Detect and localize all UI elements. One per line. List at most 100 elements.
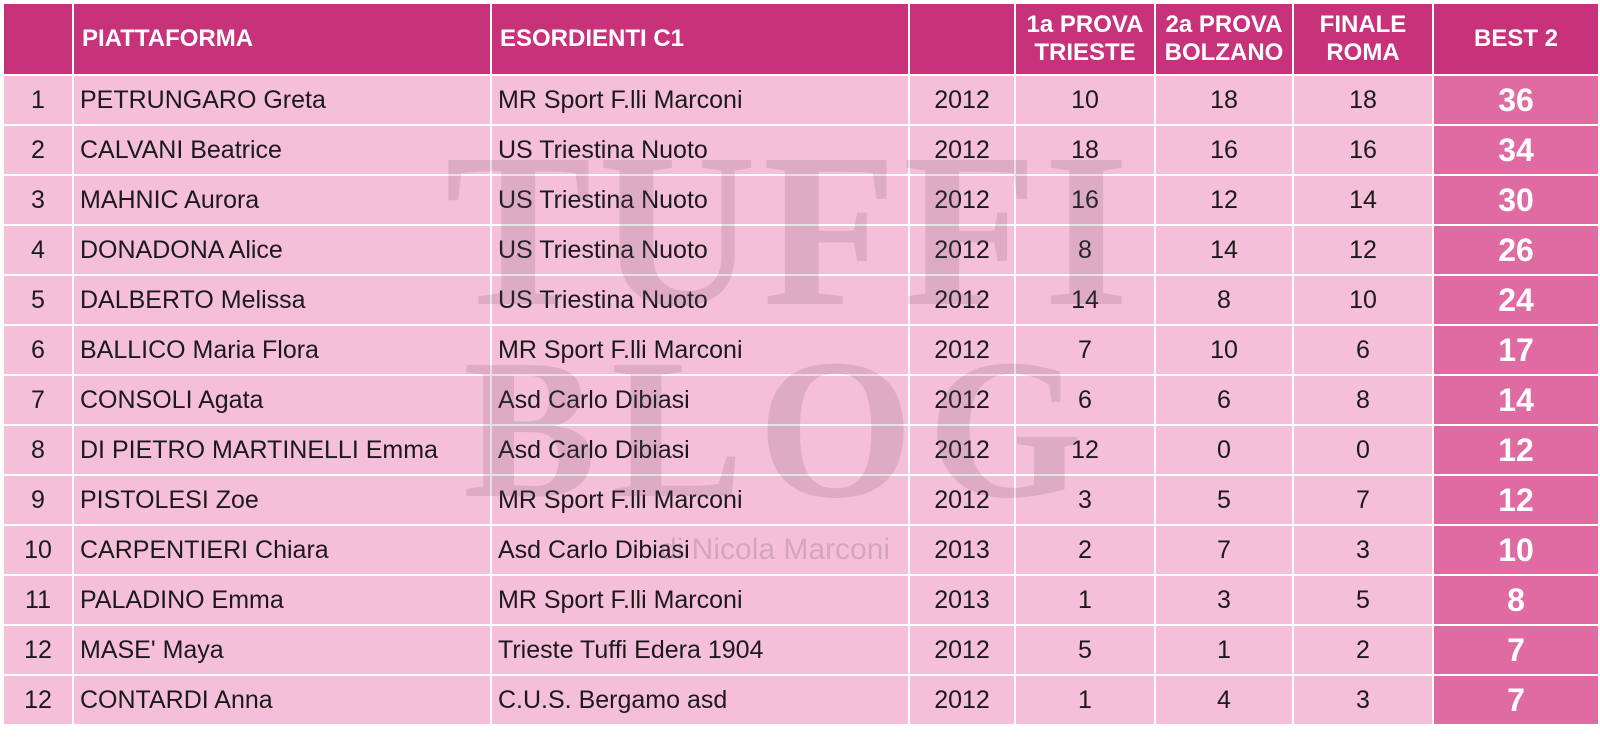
- cell-club: Asd Carlo Dibiasi: [490, 524, 910, 576]
- table-row: 6 BALLICO Maria Flora MR Sport F.lli Marco…: [2, 324, 1600, 376]
- header-best: BEST 2: [1432, 2, 1600, 76]
- cell-name: CARPENTIERI Chiara: [72, 524, 492, 576]
- header-prova1-line1: 1a PROVA: [1026, 11, 1144, 38]
- cell-prova1: 18: [1014, 124, 1156, 176]
- cell-club: US Triestina Nuoto: [490, 274, 910, 326]
- cell-name: CONTARDI Anna: [72, 674, 492, 726]
- header-club: ESORDIENTI C1: [490, 2, 910, 76]
- cell-finale: 10: [1292, 274, 1434, 326]
- cell-prova2: 8: [1154, 274, 1294, 326]
- cell-rank: 12: [2, 674, 74, 726]
- cell-finale: 14: [1292, 174, 1434, 226]
- table-row: 3 MAHNIC Aurora US Triestina Nuoto 2012 16 12…: [2, 174, 1600, 226]
- cell-name: DALBERTO Melissa: [72, 274, 492, 326]
- cell-best: 30: [1432, 174, 1600, 226]
- cell-year: 2012: [908, 174, 1016, 226]
- cell-prova1: 6: [1014, 374, 1156, 426]
- table-row: 12 MASE' Maya Trieste Tuffi Edera 1904 2012…: [2, 624, 1600, 676]
- cell-rank: 2: [2, 124, 74, 176]
- cell-rank: 6: [2, 324, 74, 376]
- header-prova1: 1a PROVA TRIESTE: [1014, 2, 1156, 76]
- cell-best: 36: [1432, 74, 1600, 126]
- cell-prova1: 12: [1014, 424, 1156, 476]
- cell-club: US Triestina Nuoto: [490, 124, 910, 176]
- header-rank: [2, 2, 74, 76]
- ranking-table: PIATTAFORMA ESORDIENTI C1 1a PROVA TRIES…: [2, 2, 1600, 726]
- cell-prova1: 16: [1014, 174, 1156, 226]
- cell-rank: 9: [2, 474, 74, 526]
- cell-finale: 3: [1292, 524, 1434, 576]
- cell-year: 2012: [908, 424, 1016, 476]
- header-finale-line1: FINALE: [1319, 11, 1407, 38]
- cell-best: 24: [1432, 274, 1600, 326]
- table-row: 9 PISTOLESI Zoe MR Sport F.lli Marconi 2012…: [2, 474, 1600, 526]
- cell-prova2: 3: [1154, 574, 1294, 626]
- cell-prova2: 4: [1154, 674, 1294, 726]
- cell-name: CALVANI Beatrice: [72, 124, 492, 176]
- cell-prova2: 6: [1154, 374, 1294, 426]
- cell-best: 10: [1432, 524, 1600, 576]
- cell-best: 26: [1432, 224, 1600, 276]
- cell-prova1: 1: [1014, 574, 1156, 626]
- cell-prova2: 5: [1154, 474, 1294, 526]
- cell-club: C.U.S. Bergamo asd: [490, 674, 910, 726]
- cell-club: Trieste Tuffi Edera 1904: [490, 624, 910, 676]
- ranking-body: 1 PETRUNGARO Greta MR Sport F.lli Marconi 2…: [2, 74, 1600, 726]
- cell-club: MR Sport F.lli Marconi: [490, 324, 910, 376]
- cell-finale: 3: [1292, 674, 1434, 726]
- cell-year: 2013: [908, 574, 1016, 626]
- table-row: 11 PALADINO Emma MR Sport F.lli Marconi 201…: [2, 574, 1600, 626]
- cell-prova1: 3: [1014, 474, 1156, 526]
- table-row: 1 PETRUNGARO Greta MR Sport F.lli Marconi 2…: [2, 74, 1600, 126]
- cell-rank: 3: [2, 174, 74, 226]
- cell-prova1: 7: [1014, 324, 1156, 376]
- cell-best: 8: [1432, 574, 1600, 626]
- cell-name: DI PIETRO MARTINELLI Emma: [72, 424, 492, 476]
- header-prova2: 2a PROVA BOLZANO: [1154, 2, 1294, 76]
- cell-prova1: 2: [1014, 524, 1156, 576]
- cell-club: US Triestina Nuoto: [490, 224, 910, 276]
- cell-finale: 12: [1292, 224, 1434, 276]
- cell-club: Asd Carlo Dibiasi: [490, 424, 910, 476]
- cell-prova2: 12: [1154, 174, 1294, 226]
- cell-prova1: 10: [1014, 74, 1156, 126]
- header-finale-line2: ROMA: [1326, 39, 1400, 66]
- cell-year: 2012: [908, 474, 1016, 526]
- cell-club: MR Sport F.lli Marconi: [490, 574, 910, 626]
- cell-best: 14: [1432, 374, 1600, 426]
- table-row: 2 CALVANI Beatrice US Triestina Nuoto 2012 1…: [2, 124, 1600, 176]
- cell-finale: 0: [1292, 424, 1434, 476]
- cell-club: US Triestina Nuoto: [490, 174, 910, 226]
- header-prova2-line2: BOLZANO: [1164, 39, 1284, 66]
- cell-year: 2012: [908, 324, 1016, 376]
- cell-rank: 8: [2, 424, 74, 476]
- cell-name: PALADINO Emma: [72, 574, 492, 626]
- cell-club: Asd Carlo Dibiasi: [490, 374, 910, 426]
- cell-year: 2012: [908, 74, 1016, 126]
- cell-year: 2013: [908, 524, 1016, 576]
- cell-year: 2012: [908, 624, 1016, 676]
- cell-finale: 5: [1292, 574, 1434, 626]
- header-prova1-line2: TRIESTE: [1034, 39, 1136, 66]
- cell-year: 2012: [908, 224, 1016, 276]
- table-row: 12 CONTARDI Anna C.U.S. Bergamo asd 2012 1 4 3…: [2, 674, 1600, 726]
- cell-name: PISTOLESI Zoe: [72, 474, 492, 526]
- cell-finale: 6: [1292, 324, 1434, 376]
- cell-rank: 1: [2, 74, 74, 126]
- table-row: 4 DONADONA Alice US Triestina Nuoto 2012 8 14…: [2, 224, 1600, 276]
- header-year: [908, 2, 1016, 76]
- cell-rank: 5: [2, 274, 74, 326]
- cell-name: MAHNIC Aurora: [72, 174, 492, 226]
- cell-prova2: 14: [1154, 224, 1294, 276]
- cell-rank: 12: [2, 624, 74, 676]
- cell-rank: 4: [2, 224, 74, 276]
- header-finale: FINALE ROMA: [1292, 2, 1434, 76]
- cell-finale: 8: [1292, 374, 1434, 426]
- cell-year: 2012: [908, 124, 1016, 176]
- cell-prova1: 5: [1014, 624, 1156, 676]
- cell-name: PETRUNGARO Greta: [72, 74, 492, 126]
- cell-prova1: 14: [1014, 274, 1156, 326]
- cell-name: DONADONA Alice: [72, 224, 492, 276]
- cell-year: 2012: [908, 274, 1016, 326]
